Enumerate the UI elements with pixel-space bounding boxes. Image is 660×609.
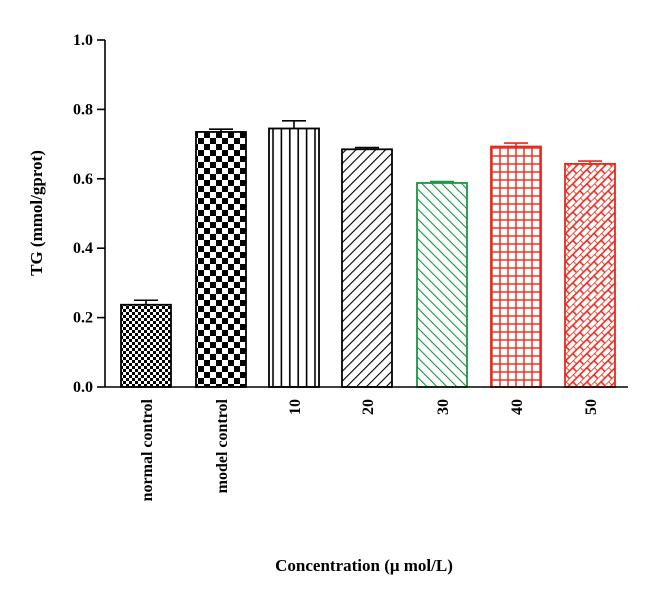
bar-40 <box>490 145 542 388</box>
bars <box>105 120 628 388</box>
y-tick-label: 0.6 <box>73 171 93 188</box>
x-tick-label: normal control <box>139 398 156 501</box>
y-tick-label: 0.2 <box>73 310 93 327</box>
bar-20 <box>341 148 393 388</box>
y-tick-label: 0.8 <box>73 101 93 118</box>
category-labels: normal control model control 10 20 30 40 50 <box>139 398 600 501</box>
x-tick-label: 50 <box>583 399 600 415</box>
x-tick-label: 10 <box>287 399 304 415</box>
bar-10 <box>268 127 320 388</box>
x-tick-label: model control <box>214 398 231 493</box>
bar-50 <box>564 162 616 388</box>
bar-normal-control <box>120 303 172 388</box>
y-tick-label: 1.0 <box>73 32 93 49</box>
x-tick-label: 30 <box>435 399 452 415</box>
y-axis-title: TG (mmol/gprot) <box>27 150 46 276</box>
y-tick-label: 0.4 <box>73 240 93 257</box>
y-tick-label: 0.0 <box>73 379 93 396</box>
x-axis-title: Concentration (μ mol/L) <box>275 556 453 575</box>
x-tick-label: 40 <box>509 399 526 415</box>
bar-30 <box>416 182 468 388</box>
x-tick-label: 20 <box>360 399 377 415</box>
y-axis: 0.0 0.2 0.4 0.6 0.8 1.0 <box>73 32 106 396</box>
bar-model-control <box>195 131 247 388</box>
